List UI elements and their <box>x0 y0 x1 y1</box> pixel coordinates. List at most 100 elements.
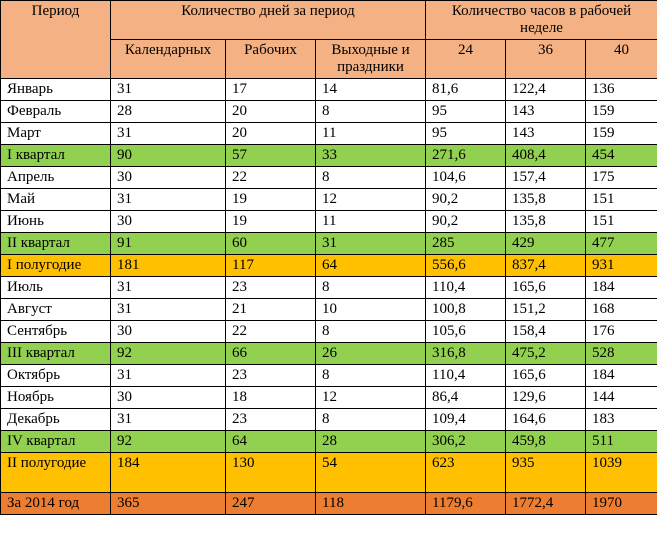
table-row: За 2014 год3652471181179,61772,41970 <box>1 493 657 515</box>
data-cell: 135,8 <box>506 211 586 233</box>
data-cell: 143 <box>506 123 586 145</box>
table-row: I квартал905733271,6408,4454 <box>1 145 657 167</box>
header-hours-group: Количество часов в рабочей неделе <box>426 1 657 40</box>
data-cell: 117 <box>226 255 316 277</box>
data-cell: 135,8 <box>506 189 586 211</box>
data-cell: 66 <box>226 343 316 365</box>
data-cell: 528 <box>586 343 657 365</box>
data-cell: 23 <box>226 365 316 387</box>
data-cell: 31 <box>111 365 226 387</box>
period-cell: Март <box>1 123 111 145</box>
data-cell: 143 <box>506 101 586 123</box>
data-cell: 60 <box>226 233 316 255</box>
table-row: Июнь30191190,2135,8151 <box>1 211 657 233</box>
data-cell: 136 <box>586 79 657 101</box>
data-cell: 306,2 <box>426 431 506 453</box>
data-cell: 164,6 <box>506 409 586 431</box>
table-row: Февраль2820895143159 <box>1 101 657 123</box>
data-cell: 8 <box>316 277 426 299</box>
data-cell: 122,4 <box>506 79 586 101</box>
data-cell: 184 <box>586 365 657 387</box>
table-row: Октябрь31238110,4165,6184 <box>1 365 657 387</box>
header-working: Рабочих <box>226 40 316 79</box>
table-row: Ноябрь30181286,4129,6144 <box>1 387 657 409</box>
data-cell: 935 <box>506 453 586 493</box>
table-row: Май31191290,2135,8151 <box>1 189 657 211</box>
header-period: Период <box>1 1 111 79</box>
data-cell: 1179,6 <box>426 493 506 515</box>
data-cell: 168 <box>586 299 657 321</box>
data-cell: 95 <box>426 101 506 123</box>
data-cell: 28 <box>316 431 426 453</box>
header-h40: 40 <box>586 40 657 79</box>
data-cell: 20 <box>226 123 316 145</box>
data-cell: 165,6 <box>506 277 586 299</box>
data-cell: 130 <box>226 453 316 493</box>
data-cell: 30 <box>111 321 226 343</box>
data-cell: 64 <box>226 431 316 453</box>
table-row: Апрель30228104,6157,4175 <box>1 167 657 189</box>
period-cell: Январь <box>1 79 111 101</box>
data-cell: 11 <box>316 123 426 145</box>
data-cell: 81,6 <box>426 79 506 101</box>
data-cell: 8 <box>316 321 426 343</box>
data-cell: 105,6 <box>426 321 506 343</box>
data-cell: 623 <box>426 453 506 493</box>
data-cell: 14 <box>316 79 426 101</box>
data-cell: 90,2 <box>426 211 506 233</box>
data-cell: 57 <box>226 145 316 167</box>
data-cell: 151,2 <box>506 299 586 321</box>
data-cell: 151 <box>586 211 657 233</box>
data-cell: 365 <box>111 493 226 515</box>
data-cell: 20 <box>226 101 316 123</box>
table-row: Март31201195143159 <box>1 123 657 145</box>
data-cell: 1772,4 <box>506 493 586 515</box>
data-cell: 475,2 <box>506 343 586 365</box>
data-cell: 11 <box>316 211 426 233</box>
data-cell: 21 <box>226 299 316 321</box>
data-cell: 110,4 <box>426 365 506 387</box>
data-cell: 157,4 <box>506 167 586 189</box>
data-cell: 22 <box>226 167 316 189</box>
data-cell: 19 <box>226 211 316 233</box>
period-cell: III квартал <box>1 343 111 365</box>
header-days-group: Количество дней за период <box>111 1 426 40</box>
period-cell: I квартал <box>1 145 111 167</box>
table-header: Период Количество дней за период Количес… <box>1 1 657 79</box>
period-cell: Июль <box>1 277 111 299</box>
data-cell: 90,2 <box>426 189 506 211</box>
data-cell: 159 <box>586 101 657 123</box>
data-cell: 30 <box>111 387 226 409</box>
header-h36: 36 <box>506 40 586 79</box>
data-cell: 165,6 <box>506 365 586 387</box>
period-cell: Июнь <box>1 211 111 233</box>
data-cell: 31 <box>111 277 226 299</box>
table-row: Июль31238110,4165,6184 <box>1 277 657 299</box>
table-row: III квартал926626316,8475,2528 <box>1 343 657 365</box>
data-cell: 837,4 <box>506 255 586 277</box>
period-cell: Сентябрь <box>1 321 111 343</box>
data-cell: 158,4 <box>506 321 586 343</box>
table-row: II полугодие184130546239351039 <box>1 453 657 493</box>
period-cell: Октябрь <box>1 365 111 387</box>
period-cell: II полугодие <box>1 453 111 493</box>
data-cell: 8 <box>316 409 426 431</box>
data-cell: 247 <box>226 493 316 515</box>
period-cell: Апрель <box>1 167 111 189</box>
data-cell: 931 <box>586 255 657 277</box>
data-cell: 31 <box>111 123 226 145</box>
header-calendar: Календарных <box>111 40 226 79</box>
data-cell: 110,4 <box>426 277 506 299</box>
data-cell: 28 <box>111 101 226 123</box>
data-cell: 477 <box>586 233 657 255</box>
data-cell: 454 <box>586 145 657 167</box>
data-cell: 429 <box>506 233 586 255</box>
header-h24: 24 <box>426 40 506 79</box>
period-cell: Ноябрь <box>1 387 111 409</box>
data-cell: 90 <box>111 145 226 167</box>
data-cell: 144 <box>586 387 657 409</box>
data-cell: 8 <box>316 167 426 189</box>
table-row: Декабрь31238109,4164,6183 <box>1 409 657 431</box>
data-cell: 30 <box>111 211 226 233</box>
data-cell: 30 <box>111 167 226 189</box>
